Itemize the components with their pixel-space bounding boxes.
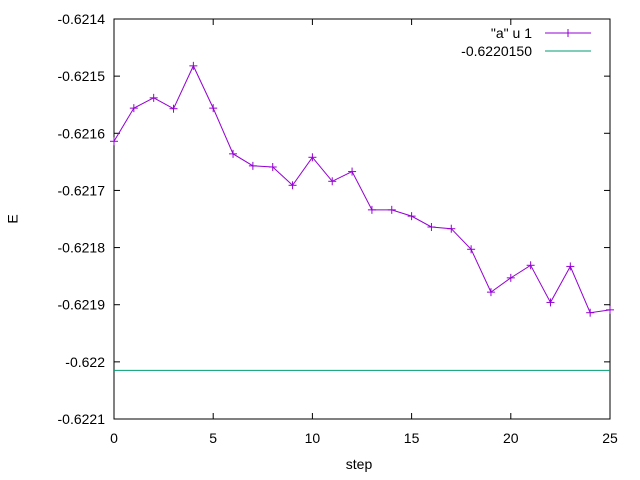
data-point [189, 61, 198, 70]
series-layer [110, 61, 614, 371]
x-tick-label: 5 [209, 430, 217, 446]
data-point [566, 262, 575, 271]
data-point [129, 104, 138, 113]
data-point [149, 93, 158, 102]
data-point [110, 137, 118, 146]
y-tick-label: -0.6216 [58, 125, 106, 141]
data-point [586, 308, 595, 317]
plot-frame [113, 18, 611, 420]
legend-label: "a" u 1 [491, 25, 532, 41]
data-point [229, 149, 238, 158]
y-tick-label: -0.6217 [58, 182, 106, 198]
x-tick-label: 0 [110, 430, 118, 446]
data-point [546, 298, 555, 307]
data-point [447, 224, 456, 233]
y-tick-label: -0.6221 [58, 411, 106, 427]
legend-label: -0.6220150 [461, 43, 532, 59]
data-point [526, 261, 535, 270]
series-line [113, 64, 611, 314]
data-point [506, 273, 515, 282]
x-tick-label: 10 [305, 430, 321, 446]
data-point [367, 205, 376, 214]
y-tick-label: -0.6214 [58, 11, 106, 27]
y-tick-label: -0.6218 [58, 240, 106, 256]
data-point [328, 177, 337, 186]
x-tick-label: 20 [503, 430, 519, 446]
data-point [606, 305, 614, 314]
y-axis-label: E [5, 214, 21, 223]
y-tick-label: -0.6215 [58, 68, 106, 84]
legend: "a" u 1 -0.6220150 [461, 25, 591, 59]
data-point [387, 205, 396, 214]
data-point [427, 223, 436, 231]
axis-ticks: 0 5 10 15 20 25 -0.6221 -0.622 -0.6219 -0.6218 -0.… [58, 11, 618, 446]
data-point [308, 153, 317, 162]
x-axis-label: step [346, 456, 373, 472]
data-point [348, 167, 357, 176]
data-point [407, 212, 416, 221]
data-point [486, 288, 495, 297]
x-tick-label: 25 [602, 430, 618, 446]
x-tick-label: 15 [404, 430, 420, 446]
y-tick-label: -0.6219 [58, 297, 106, 313]
data-point [288, 181, 297, 190]
data-point [268, 163, 277, 171]
data-point [467, 245, 476, 254]
y-tick-label: -0.622 [65, 354, 105, 370]
data-point [248, 161, 257, 170]
data-point [169, 104, 178, 113]
data-point [209, 104, 218, 113]
